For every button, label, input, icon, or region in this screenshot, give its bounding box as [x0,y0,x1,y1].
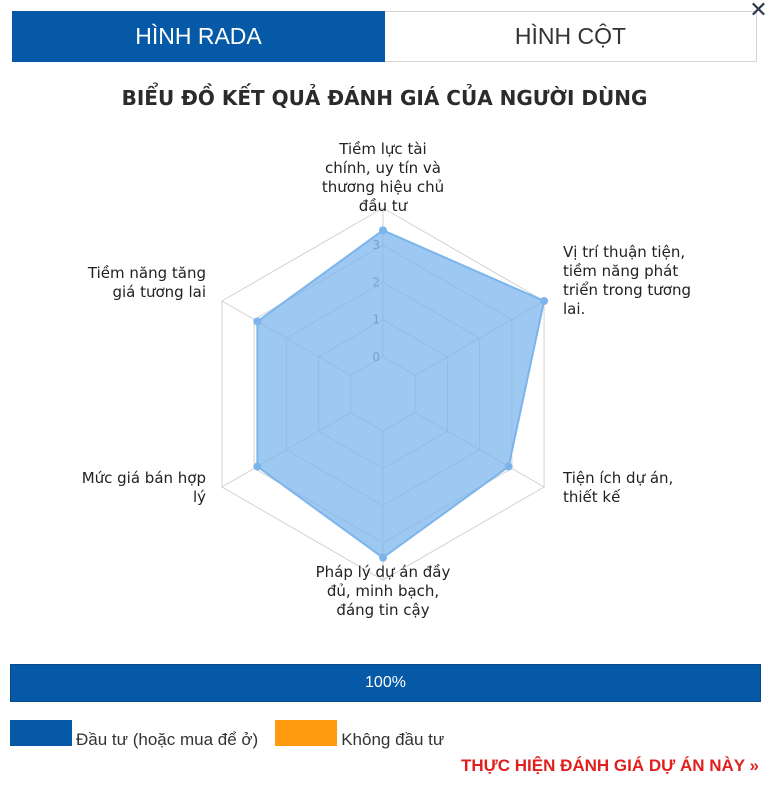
legend-label-no-invest: Không đầu tư [341,730,445,749]
tab-bar[interactable]: HÌNH CỘT [385,11,757,62]
tab-radar[interactable]: HÌNH RADA [12,11,385,62]
progress-bar: 100% [10,664,761,702]
data-point-4 [253,462,262,471]
axis-label-location: Vị trí thuận tiện, tiềm năng phát triển … [563,243,692,318]
data-point-5 [253,317,262,326]
legend: Đầu tư (hoặc mua để ở) Không đầu tư [10,716,461,749]
axis-label-investor: Tiềm lực tài chính, uy tín và thương hiệ… [321,140,445,215]
radar-chart: 0123 [221,207,549,581]
legend-swatch-no-invest [275,720,338,746]
data-point-1 [540,297,549,305]
chart-tabs: HÌNH RADA HÌNH CỘT [12,11,757,62]
data-point-0 [379,226,387,235]
rate-project-link[interactable]: THỰC HIỆN ĐÁNH GIÁ DỰ ÁN NÀY » [460,756,759,775]
axis-label-growth: Tiềm năng tăng giá tương lai [87,264,206,301]
axis-label-legal: Pháp lý dự án đầy đủ, minh bạch, đáng ti… [315,563,451,619]
series-area [256,229,546,559]
axis-label-amenities: Tiện ích dự án, thiết kế [563,469,674,506]
progress-label: 100% [365,674,406,691]
axis-label-price: Mức giá bán hợp lý [81,469,206,506]
data-point-3 [379,553,387,562]
chart-title: BIỂU ĐỒ KẾT QUẢ ĐÁNH GIÁ CỦA NGƯỜI DÙNG [121,86,648,110]
legend-item-invest[interactable]: Đầu tư (hoặc mua để ở) [10,720,258,749]
legend-label-invest: Đầu tư (hoặc mua để ở) [76,730,259,749]
legend-swatch-invest [10,720,72,746]
legend-item-no-invest[interactable]: Không đầu tư [275,720,444,749]
close-icon[interactable]: ✕ [749,0,768,23]
data-point-2 [504,462,513,471]
